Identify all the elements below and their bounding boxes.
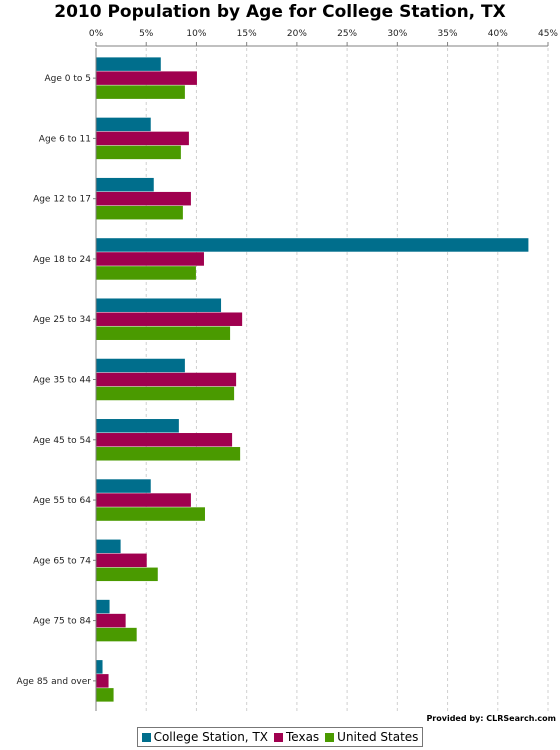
legend-label: United States — [337, 730, 419, 744]
x-tick-label: 0% — [89, 29, 104, 39]
bar — [96, 298, 222, 312]
bar — [96, 660, 103, 674]
x-tick-label: 20% — [287, 29, 307, 39]
bar — [96, 372, 237, 387]
bar — [96, 71, 197, 85]
bar — [96, 553, 147, 568]
x-tick-label: 15% — [237, 29, 257, 39]
legend-label: Texas — [286, 730, 320, 744]
credit-text: Provided by: CLRSearch.com — [426, 714, 556, 723]
bar — [96, 85, 185, 99]
bar — [96, 613, 126, 628]
bar — [96, 674, 109, 688]
legend-swatch — [274, 732, 283, 742]
bar — [96, 627, 137, 642]
category-label: Age 45 to 54 — [33, 436, 91, 446]
x-tick-label: 45% — [538, 29, 558, 39]
bar — [96, 117, 151, 132]
bar — [96, 266, 196, 280]
bar — [96, 493, 191, 507]
category-label: Age 25 to 34 — [33, 315, 91, 325]
bar — [96, 599, 110, 614]
x-tick-label: 40% — [488, 29, 508, 39]
x-tick-label: 30% — [387, 29, 407, 39]
chart-title: 2010 Population by Age for College Stati… — [54, 2, 506, 22]
bar — [96, 326, 231, 340]
category-label: Age 0 to 5 — [45, 74, 91, 84]
bar — [96, 539, 121, 554]
legend-label: College Station, TX — [153, 730, 268, 744]
x-tick-label: 25% — [337, 29, 357, 39]
category-label: Age 65 to 74 — [33, 556, 91, 566]
bar — [96, 191, 191, 206]
legend-box: College Station, TX Texas United States — [136, 727, 424, 747]
category-label: Age 55 to 64 — [33, 496, 91, 506]
bar — [96, 386, 235, 401]
bar — [96, 252, 204, 266]
category-label: Age 12 to 17 — [33, 195, 91, 205]
bar — [96, 507, 205, 521]
legend-item: Texas — [274, 730, 319, 744]
bar — [96, 433, 233, 447]
bar — [96, 419, 179, 433]
category-label: Age 75 to 84 — [33, 617, 91, 627]
bar — [96, 205, 183, 220]
legend-item: United States — [325, 730, 418, 744]
bar — [96, 57, 161, 71]
bar — [96, 238, 529, 252]
legend-item: College Station, TX — [141, 730, 268, 744]
bar — [96, 567, 158, 582]
bar — [96, 145, 181, 160]
bar — [96, 177, 154, 192]
x-tick-label: 5% — [139, 29, 154, 39]
legend-swatch — [141, 732, 151, 742]
category-label: Age 35 to 44 — [33, 376, 91, 386]
category-label: Age 6 to 11 — [39, 134, 91, 144]
bar — [96, 447, 241, 461]
category-label: Age 85 and over — [17, 677, 92, 687]
bar — [96, 312, 243, 326]
bar — [96, 131, 189, 146]
bar — [96, 688, 114, 702]
x-tick-label: 35% — [438, 29, 458, 39]
bar — [96, 358, 185, 373]
legend-swatch — [325, 732, 335, 742]
x-tick-label: 10% — [186, 29, 206, 39]
category-label: Age 18 to 24 — [33, 255, 91, 265]
bar — [96, 479, 151, 493]
legend: College Station, TX Texas United States — [0, 727, 560, 747]
